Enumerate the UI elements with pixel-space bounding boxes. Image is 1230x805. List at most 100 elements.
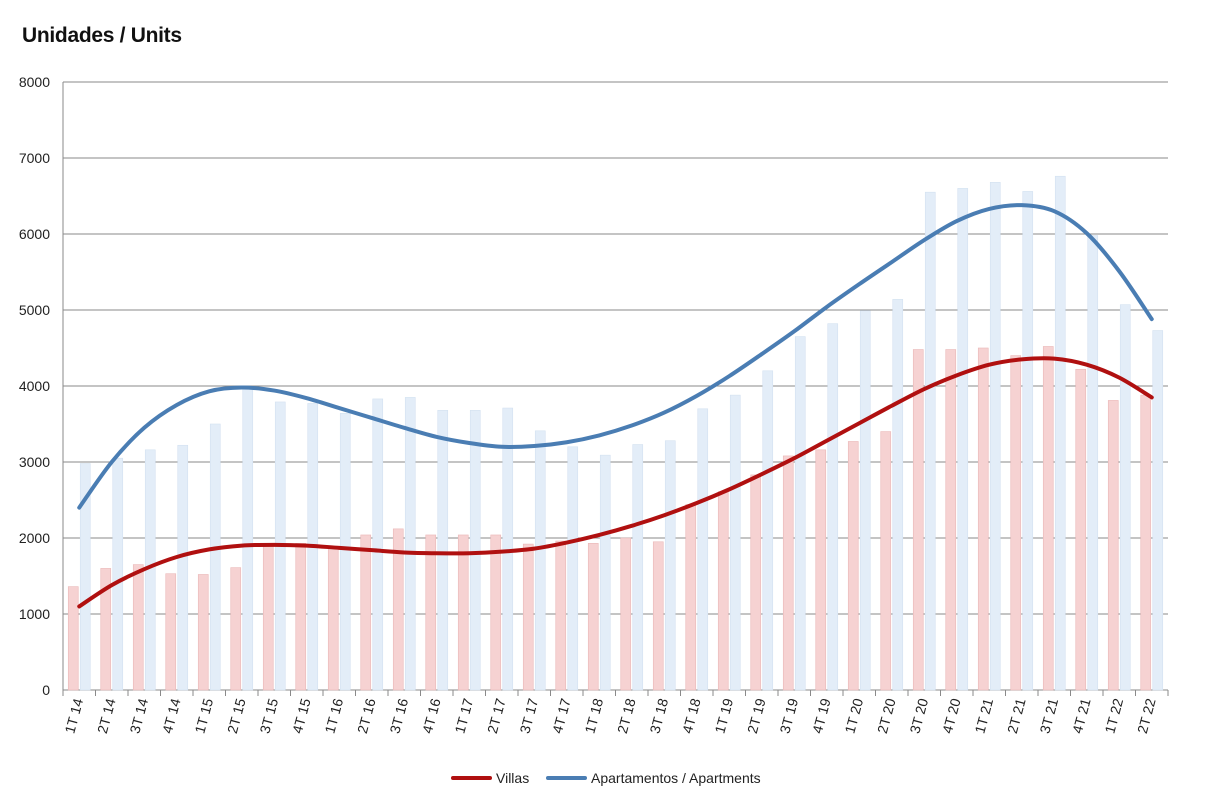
- bar-villas: [620, 537, 632, 691]
- x-tick-label: 4T 21: [1069, 696, 1094, 735]
- x-tick-label: 1T 18: [581, 696, 606, 735]
- x-tick-label: 2T 18: [614, 696, 639, 735]
- bar-apartments: [989, 182, 1001, 691]
- bar-apartments: [339, 413, 351, 691]
- bar-apartments: [567, 446, 579, 691]
- bar-apartments: [599, 454, 611, 691]
- x-tick-label: 2T 21: [1004, 696, 1029, 735]
- x-tick-label: 4T 16: [419, 696, 444, 735]
- bar-villas: [880, 431, 892, 691]
- bar-apartments: [924, 191, 936, 691]
- bar-villas: [555, 540, 567, 691]
- x-tick-label: 4T 19: [809, 696, 834, 735]
- y-tick-label: 1000: [19, 606, 50, 622]
- x-tick-label: 1T 21: [971, 696, 996, 735]
- bar-apartments: [632, 444, 644, 691]
- bar-villas: [262, 543, 274, 691]
- y-tick-label: 0: [42, 682, 50, 698]
- x-tick-label: 3T 14: [126, 696, 151, 735]
- bar-villas: [165, 573, 177, 691]
- bar-villas: [100, 568, 112, 691]
- bar-villas: [1075, 368, 1087, 691]
- bar-villas: [1010, 355, 1022, 691]
- x-tick-label: 4T 15: [289, 696, 314, 735]
- bar-villas: [815, 449, 827, 691]
- x-tick-label: 3T 18: [646, 696, 671, 735]
- x-tick-label: 3T 17: [516, 696, 541, 735]
- bar-apartments: [534, 430, 546, 691]
- axes: [62, 82, 1169, 696]
- y-tick-label: 7000: [19, 150, 50, 166]
- bar-villas: [1042, 346, 1054, 691]
- y-tick-label: 3000: [19, 454, 50, 470]
- x-axis-ticks: 1T 14 2T 14 3T 14 4T 14 1T 15 2T 15 3T 15 4T 15…: [61, 696, 1158, 735]
- bar-apartments: [1022, 191, 1034, 691]
- x-tick-label: 1T 17: [451, 696, 476, 735]
- bar-apartments: [437, 410, 449, 691]
- bar-apartments: [1152, 330, 1164, 691]
- bar-apartments: [1119, 304, 1131, 691]
- bar-apartments: [827, 323, 839, 691]
- bar-villas: [490, 534, 502, 691]
- x-tick-label: 4T 14: [159, 696, 184, 735]
- x-tick-label: 1T 19: [711, 696, 736, 735]
- bar-villas: [750, 474, 762, 691]
- x-tick-label: 1T 16: [321, 696, 346, 735]
- bar-apartments: [242, 388, 254, 691]
- bar-villas: [685, 504, 697, 691]
- x-tick-label: 4T 17: [549, 696, 574, 735]
- bar-villas: [912, 349, 924, 691]
- bar-apartments: [177, 444, 189, 691]
- x-tick-label: 2T 22: [1134, 696, 1159, 735]
- bar-villas: [392, 528, 404, 691]
- bar-apartments: [372, 398, 384, 691]
- bar-villas: [457, 534, 469, 691]
- bar-villas: [977, 347, 989, 691]
- x-tick-label: 3T 16: [386, 696, 411, 735]
- x-tick-label: 3T 21: [1036, 696, 1061, 735]
- bar-villas: [132, 564, 144, 691]
- legend-label-villas: Villas: [496, 770, 529, 786]
- trend-line-apartments: [77, 203, 1154, 510]
- x-tick-label: 2T 14: [94, 696, 119, 735]
- bar-villas: [327, 548, 339, 691]
- x-tick-label: 2T 15: [224, 696, 249, 735]
- x-tick-label: 1T 15: [191, 696, 216, 735]
- bar-villas: [425, 534, 437, 691]
- legend-label-apartments: Apartamentos / Apartments: [591, 770, 761, 786]
- bar-villas: [67, 586, 79, 691]
- x-tick-label: 1T 14: [61, 696, 86, 735]
- bars: [67, 175, 1164, 691]
- bar-apartments: [762, 370, 774, 691]
- y-tick-label: 8000: [19, 74, 50, 90]
- bar-villas: [197, 574, 209, 691]
- x-tick-label: 2T 16: [354, 696, 379, 735]
- bar-villas: [717, 491, 729, 691]
- y-tick-label: 6000: [19, 226, 50, 242]
- y-tick-label: 2000: [19, 530, 50, 546]
- x-tick-label: 2T 19: [744, 696, 769, 735]
- bar-villas: [587, 543, 599, 691]
- bar-villas: [945, 349, 957, 691]
- bar-apartments: [469, 410, 481, 691]
- x-tick-label: 3T 19: [776, 696, 801, 735]
- legend: Villas Apartamentos / Apartments: [451, 770, 761, 786]
- x-tick-label: 2T 17: [484, 696, 509, 735]
- x-tick-label: 4T 20: [939, 696, 964, 735]
- bar-apartments: [112, 457, 124, 691]
- bar-apartments: [794, 336, 806, 691]
- bar-villas: [230, 567, 242, 691]
- bar-apartments: [79, 463, 91, 691]
- bar-villas: [1140, 394, 1152, 691]
- bar-apartments: [1054, 175, 1066, 691]
- bar-apartments: [404, 397, 416, 691]
- bar-apartments: [1087, 235, 1099, 691]
- bar-apartments: [892, 299, 904, 691]
- trend-lines: [77, 203, 1154, 609]
- bar-apartments: [664, 440, 676, 691]
- trend-line-villas: [77, 356, 1154, 609]
- bar-villas: [1107, 400, 1119, 691]
- bar-villas: [652, 541, 664, 691]
- bar-villas: [295, 543, 307, 691]
